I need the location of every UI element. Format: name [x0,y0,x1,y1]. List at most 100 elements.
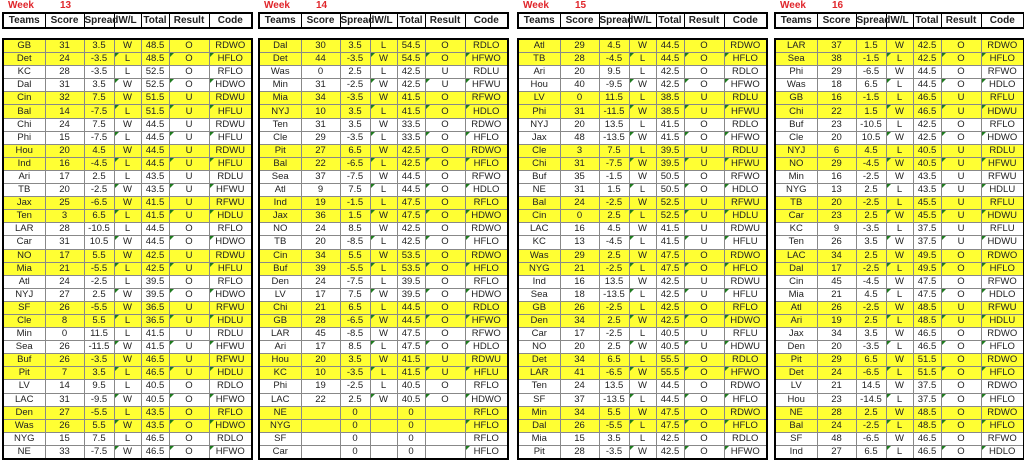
wl-cell[interactable]: L [113,130,142,145]
score-cell[interactable] [300,418,341,433]
team-cell[interactable]: Sea [517,287,561,302]
score-cell[interactable]: 26 [559,418,600,433]
result-cell[interactable]: U [683,235,725,250]
total-cell[interactable]: 49.5 [912,261,942,276]
spread-cell[interactable]: 5.5 [83,248,115,263]
code-cell[interactable]: RFWU [208,196,253,211]
score-cell[interactable]: 14 [44,379,85,394]
total-cell[interactable]: 46.5 [912,91,942,106]
code-cell[interactable]: HFLO [464,444,509,460]
total-cell[interactable]: 46.5 [140,444,170,460]
total-cell[interactable]: 47.5 [655,405,685,420]
spread-cell[interactable]: 3.5 [339,104,371,119]
code-cell[interactable]: HDLO [980,78,1024,93]
team-cell[interactable]: Cle [2,313,46,329]
spread-cell[interactable]: 9.5 [598,65,630,80]
score-cell[interactable]: 22 [300,156,341,171]
result-cell[interactable]: U [168,117,210,132]
total-cell[interactable]: 44.5 [912,65,942,80]
spread-cell[interactable]: 2.5 [598,209,630,224]
wl-cell[interactable]: W [369,313,398,329]
spread-cell[interactable]: -2.5 [855,418,887,433]
result-cell[interactable]: O [940,431,982,446]
team-cell[interactable]: LAC [517,222,561,237]
result-cell[interactable]: O [683,300,725,315]
result-cell[interactable]: O [168,78,210,93]
code-cell[interactable]: RFWO [723,169,768,185]
team-cell[interactable]: Chi [258,300,302,315]
total-cell[interactable]: 40.5 [140,379,170,394]
team-cell[interactable]: TB [517,52,561,67]
total-cell[interactable]: 42.5 [655,313,685,329]
spread-cell[interactable]: 4.5 [83,143,115,158]
total-cell[interactable]: 53.5 [396,248,426,263]
code-cell[interactable]: HFLU [208,156,253,171]
wl-cell[interactable]: W [113,353,142,368]
team-cell[interactable]: Ind [517,274,561,289]
score-cell[interactable]: 26 [559,300,600,315]
wl-cell[interactable]: W [628,104,657,119]
code-cell[interactable]: RFLU [980,91,1024,106]
score-cell[interactable]: 19 [300,196,341,211]
team-cell[interactable]: Ind [258,196,302,211]
code-cell[interactable]: HFLO [464,261,509,276]
spread-cell[interactable]: -2.5 [855,261,887,276]
result-cell[interactable]: O [424,130,466,145]
result-cell[interactable]: U [168,353,210,368]
score-cell[interactable]: 0 [44,327,85,342]
wl-cell[interactable]: L [628,183,657,198]
wl-cell[interactable]: L [628,353,657,368]
wl-cell[interactable]: W [628,340,657,355]
wl-cell[interactable]: L [113,261,142,276]
wl-cell[interactable]: L [369,366,398,381]
code-cell[interactable]: RDLO [723,65,768,80]
result-cell[interactable]: U [940,169,982,185]
team-cell[interactable]: GB [517,300,561,315]
score-cell[interactable]: 26 [44,300,85,315]
result-cell[interactable]: O [168,274,210,289]
code-cell[interactable]: HDLO [980,444,1024,460]
wl-cell[interactable]: W [885,209,914,224]
total-cell[interactable]: 46.5 [140,431,170,446]
code-cell[interactable]: HFLU [464,366,509,381]
score-cell[interactable]: 26 [44,340,85,355]
spread-cell[interactable]: 0 [339,405,371,420]
result-cell[interactable]: O [940,392,982,407]
result-cell[interactable] [424,405,466,420]
code-cell[interactable]: RFWO [980,65,1024,80]
spread-cell[interactable]: -4.5 [598,235,630,250]
result-cell[interactable]: U [940,300,982,315]
total-cell[interactable]: 40.5 [912,156,942,171]
result-cell[interactable]: U [168,169,210,185]
team-cell[interactable]: NYJ [2,287,46,302]
team-cell[interactable]: Jax [258,209,302,224]
code-cell[interactable]: RDLO [723,431,768,446]
total-cell[interactable]: 41.5 [396,91,426,106]
result-cell[interactable]: U [940,235,982,250]
code-cell[interactable]: RDLO [208,431,253,446]
score-cell[interactable]: 26 [44,418,85,433]
team-cell[interactable]: NO [774,156,818,171]
result-cell[interactable]: O [168,431,210,446]
total-cell[interactable]: 44.5 [655,379,685,394]
team-cell[interactable]: Car [2,235,46,250]
spread-cell[interactable]: -2.5 [855,169,887,185]
result-cell[interactable]: U [683,327,725,342]
result-cell[interactable]: O [940,130,982,145]
result-cell[interactable]: O [424,327,466,342]
total-cell[interactable]: 51.5 [140,104,170,119]
total-cell[interactable]: 42.5 [140,248,170,263]
score-cell[interactable]: 34 [300,248,341,263]
score-cell[interactable]: 19 [300,379,341,394]
result-cell[interactable]: U [168,104,210,119]
team-cell[interactable]: Det [2,52,46,67]
code-cell[interactable]: HDWO [208,287,253,302]
wl-cell[interactable]: L [113,327,142,342]
code-cell[interactable]: HDWO [464,392,509,407]
score-cell[interactable]: 37 [559,392,600,407]
wl-cell[interactable]: L [628,91,657,106]
result-cell[interactable]: O [168,65,210,80]
result-cell[interactable]: U [424,65,466,80]
code-cell[interactable]: RFWO [980,274,1024,289]
team-cell[interactable]: Mia [517,431,561,446]
